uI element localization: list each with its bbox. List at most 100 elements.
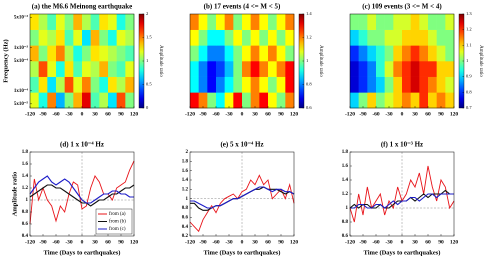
heat-cell xyxy=(419,92,429,109)
panel-title: (f) 1 x 10⁻³ Hz xyxy=(381,141,423,149)
heat-cell xyxy=(384,14,394,30)
heat-cell xyxy=(285,92,295,109)
heat-cell xyxy=(242,76,251,93)
y-tick-label: 1.6 xyxy=(182,169,189,174)
panel-title: (d) 1 x 10⁻⁴ Hz xyxy=(60,141,104,149)
heat-cell xyxy=(259,45,269,62)
y-axis-label: Amplitude ratio xyxy=(11,172,18,217)
heat-cell xyxy=(99,92,109,109)
heat-cell xyxy=(207,29,217,46)
x-tick-label: -60 xyxy=(372,111,380,117)
heat-cell xyxy=(190,29,199,46)
heat-cell xyxy=(216,61,225,77)
heat-cell xyxy=(116,14,126,30)
y-tick-label: 0.4 xyxy=(182,225,189,230)
heat-cell xyxy=(285,29,295,46)
heat-cell xyxy=(82,14,91,30)
x-tick-label: 30 xyxy=(252,111,258,117)
heat-cell xyxy=(428,61,437,77)
heat-cell xyxy=(116,29,126,46)
heat-cell xyxy=(38,14,48,30)
x-tick-label: -60 xyxy=(52,239,60,245)
heat-cell xyxy=(56,61,65,77)
heat-cell xyxy=(64,61,74,77)
heat-cell xyxy=(350,14,359,30)
heat-cell xyxy=(242,92,251,109)
heat-cell xyxy=(99,29,109,46)
heat-cell xyxy=(30,92,39,109)
heat-cell xyxy=(376,76,385,93)
heat-cell xyxy=(90,76,100,93)
panel-title: (c) 109 events (3 <= M < 4) xyxy=(362,3,442,11)
x-tick-label: 60 xyxy=(425,239,431,245)
colorbar-label: Amplitude ratio xyxy=(158,45,163,77)
heat-cell xyxy=(376,92,385,109)
heat-cell xyxy=(250,14,260,30)
heat-cell xyxy=(384,76,394,93)
heat-cell xyxy=(64,92,74,109)
heat-cell xyxy=(108,14,117,30)
legend-label: from (b) xyxy=(109,220,126,225)
heat-cell xyxy=(259,14,269,30)
heat-cell xyxy=(224,76,234,93)
x-tick-label: 120 xyxy=(130,111,139,117)
x-tick-label: -120 xyxy=(345,239,355,245)
heat-cell xyxy=(428,92,437,109)
heat-cell xyxy=(30,61,39,77)
heat-cell xyxy=(358,29,368,46)
heat-cell xyxy=(56,29,65,46)
heat-cell xyxy=(376,61,385,77)
colorbar-label: Amplitude ratio xyxy=(478,45,483,77)
heat-cell xyxy=(402,76,411,93)
x-tick-label: -60 xyxy=(212,239,220,245)
heat-cell xyxy=(376,45,385,62)
heat-cell xyxy=(419,29,429,46)
heat-cell xyxy=(393,76,403,93)
x-tick-label: 90 xyxy=(438,111,444,117)
heat-cell xyxy=(393,14,403,30)
heat-cell xyxy=(250,76,260,93)
y-tick-label: 1.6 xyxy=(22,162,29,167)
x-tick-label: -90 xyxy=(39,111,47,117)
heat-cell xyxy=(376,29,385,46)
heat-cell xyxy=(73,61,83,77)
heat-cell xyxy=(82,76,91,93)
colorbar-tick-label: 1.3 xyxy=(466,11,472,16)
x-tick-label: 90 xyxy=(278,111,284,117)
heat-cell xyxy=(276,61,286,77)
y-tick-label: 1.4 xyxy=(342,178,349,183)
heat-cell xyxy=(99,61,109,77)
heat-cell xyxy=(233,14,243,30)
x-tick-label: 90 xyxy=(118,239,124,245)
heat-cell xyxy=(268,29,277,46)
y-tick-label: 1.2 xyxy=(182,187,189,192)
y-tick-label: 5x10⁻⁵ xyxy=(14,101,29,107)
heat-cell xyxy=(242,61,251,77)
heat-cell xyxy=(350,29,359,46)
heat-cell xyxy=(64,29,74,46)
y-tick-label: 0.8 xyxy=(342,220,349,225)
y-tick-label: 5x10⁻³ xyxy=(14,15,29,21)
colorbar-tick-label: 2 xyxy=(146,11,148,16)
heat-cell xyxy=(30,14,39,30)
heat-cell xyxy=(38,76,48,93)
colorbar-tick-label: 1.2 xyxy=(306,35,312,40)
colorbar-label: Amplitude ratio xyxy=(318,45,323,77)
heat-cell xyxy=(233,92,243,109)
heat-cell xyxy=(419,61,429,77)
colorbar-tick-label: 0.8 xyxy=(306,82,312,87)
y-tick-label: 1.2 xyxy=(22,186,29,191)
heat-cell xyxy=(276,76,286,93)
colorbar-tick-label: 1.2 xyxy=(466,27,472,32)
heat-cell xyxy=(116,76,126,93)
heat-cell xyxy=(445,14,455,30)
heat-cell xyxy=(402,29,411,46)
x-tick-label: -120 xyxy=(345,111,355,117)
heat-cell xyxy=(64,14,74,30)
x-tick-label: 0 xyxy=(241,111,244,117)
y-tick-label: 1.8 xyxy=(182,159,189,164)
x-tick-label: -90 xyxy=(199,111,207,117)
heat-cell xyxy=(268,92,277,109)
heat-cell xyxy=(99,76,109,93)
